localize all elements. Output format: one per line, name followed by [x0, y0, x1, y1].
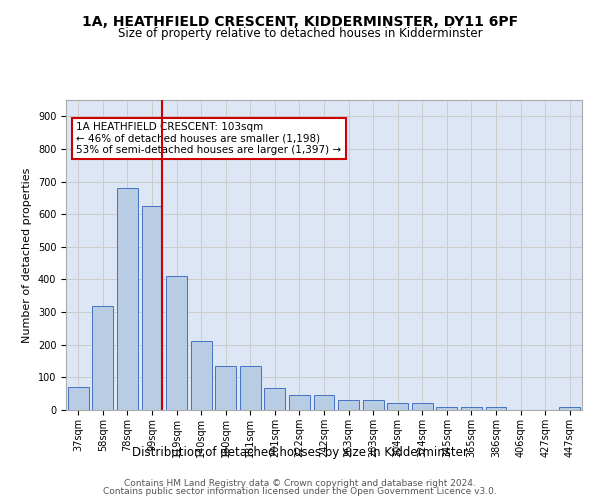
Text: 1A HEATHFIELD CRESCENT: 103sqm
← 46% of detached houses are smaller (1,198)
53% : 1A HEATHFIELD CRESCENT: 103sqm ← 46% of … [76, 122, 341, 155]
Bar [559, 408, 580, 410]
Bar [436, 406, 457, 410]
Bar [166, 276, 187, 410]
Bar [117, 188, 138, 410]
Text: Contains HM Land Registry data © Crown copyright and database right 2024.: Contains HM Land Registry data © Crown c… [124, 478, 476, 488]
Bar [240, 366, 261, 410]
Bar [68, 387, 89, 410]
Bar [215, 366, 236, 410]
Text: Contains public sector information licensed under the Open Government Licence v3: Contains public sector information licen… [103, 487, 497, 496]
Text: 1A, HEATHFIELD CRESCENT, KIDDERMINSTER, DY11 6PF: 1A, HEATHFIELD CRESCENT, KIDDERMINSTER, … [82, 15, 518, 29]
Bar [191, 342, 212, 410]
Y-axis label: Number of detached properties: Number of detached properties [22, 168, 32, 342]
Bar [387, 404, 408, 410]
Text: Distribution of detached houses by size in Kidderminster: Distribution of detached houses by size … [132, 446, 468, 459]
Bar [412, 404, 433, 410]
Bar [362, 400, 383, 410]
Bar [314, 396, 334, 410]
Bar [461, 406, 482, 410]
Text: Size of property relative to detached houses in Kidderminster: Size of property relative to detached ho… [118, 28, 482, 40]
Bar [265, 388, 286, 410]
Bar [485, 408, 506, 410]
Bar [92, 306, 113, 410]
Bar [289, 395, 310, 410]
Bar [338, 400, 359, 410]
Bar [142, 206, 163, 410]
